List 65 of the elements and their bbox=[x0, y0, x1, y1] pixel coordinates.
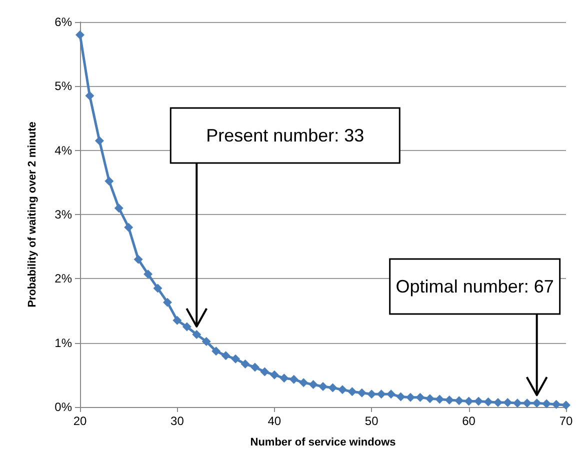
x-tick-label: 60 bbox=[462, 414, 476, 428]
point bbox=[260, 367, 270, 376]
x-tick-label: 30 bbox=[170, 414, 184, 428]
point bbox=[406, 392, 415, 402]
y-tick-label: 4% bbox=[54, 143, 72, 158]
annotation: Optimal number: 67 bbox=[396, 276, 554, 296]
point bbox=[192, 330, 202, 339]
y-tick-label: 3% bbox=[54, 208, 72, 222]
x-tick-label: 20 bbox=[73, 414, 87, 428]
point bbox=[114, 204, 124, 213]
point bbox=[182, 322, 192, 332]
annotation: Present number: 33 bbox=[206, 126, 364, 146]
point bbox=[552, 400, 561, 409]
point bbox=[542, 399, 552, 408]
point bbox=[522, 398, 532, 408]
point bbox=[474, 396, 484, 406]
point bbox=[425, 394, 434, 404]
y-tick-label: 2% bbox=[54, 272, 72, 286]
x-tick-label: 50 bbox=[364, 414, 379, 428]
point bbox=[338, 385, 347, 394]
y-tick-label: 6% bbox=[54, 15, 72, 29]
point bbox=[299, 378, 308, 388]
point bbox=[172, 316, 182, 325]
point bbox=[484, 397, 493, 406]
point bbox=[85, 91, 94, 100]
point bbox=[162, 298, 172, 307]
y-tick-label: 5% bbox=[54, 79, 72, 94]
point bbox=[212, 346, 221, 356]
point bbox=[348, 387, 357, 396]
x-tick-label: 40 bbox=[268, 414, 282, 428]
point bbox=[76, 30, 84, 40]
point bbox=[562, 400, 570, 410]
point bbox=[104, 176, 114, 186]
point bbox=[280, 374, 289, 383]
point bbox=[240, 360, 250, 369]
point bbox=[124, 222, 134, 232]
point bbox=[94, 136, 104, 146]
point bbox=[503, 398, 512, 408]
point bbox=[376, 390, 386, 399]
x-axis-title: Number of service windows bbox=[250, 436, 396, 448]
point bbox=[134, 254, 143, 264]
point bbox=[444, 395, 454, 404]
point bbox=[532, 398, 542, 408]
point bbox=[318, 382, 328, 391]
point bbox=[231, 354, 240, 364]
point bbox=[153, 284, 162, 293]
point bbox=[144, 270, 153, 279]
y-axis-title: Probability of waiting over 2 minute bbox=[26, 122, 38, 308]
y-tick-label: 1% bbox=[54, 336, 72, 350]
point bbox=[328, 383, 338, 392]
point bbox=[435, 394, 444, 404]
point bbox=[386, 390, 396, 399]
point bbox=[454, 396, 464, 406]
point bbox=[416, 392, 425, 402]
point bbox=[512, 398, 522, 408]
point bbox=[270, 370, 279, 380]
point bbox=[396, 392, 406, 402]
x-tick-label: 70 bbox=[559, 414, 573, 428]
point bbox=[250, 362, 260, 372]
y-tick-label: 0% bbox=[54, 400, 72, 414]
point bbox=[221, 351, 230, 360]
point bbox=[357, 388, 366, 398]
point bbox=[308, 380, 318, 390]
point bbox=[289, 374, 298, 384]
point bbox=[202, 337, 211, 346]
